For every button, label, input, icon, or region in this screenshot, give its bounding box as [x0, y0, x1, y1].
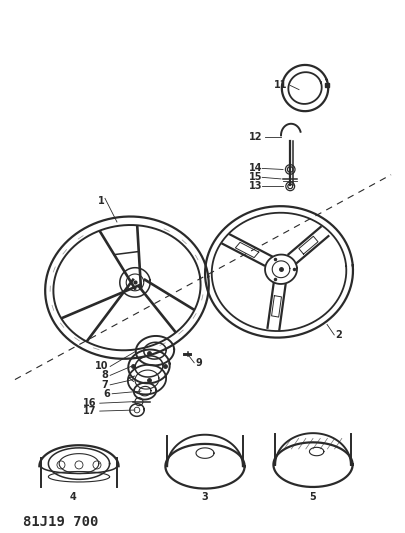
Text: 7: 7: [101, 380, 108, 390]
Text: 13: 13: [248, 181, 262, 191]
Text: 2: 2: [335, 330, 341, 340]
Text: 15: 15: [248, 172, 262, 182]
Text: 14: 14: [248, 164, 262, 173]
Text: 4: 4: [69, 492, 76, 502]
Text: 12: 12: [248, 132, 262, 142]
Text: 17: 17: [83, 406, 97, 416]
Text: 1: 1: [97, 196, 104, 206]
Text: 11: 11: [274, 80, 287, 91]
Text: 81J19 700: 81J19 700: [23, 515, 98, 529]
Text: 16: 16: [83, 398, 97, 408]
Text: 10: 10: [95, 361, 108, 372]
Text: 8: 8: [101, 370, 108, 381]
Text: 5: 5: [309, 492, 315, 502]
Text: 3: 3: [201, 492, 208, 502]
Text: 9: 9: [195, 358, 202, 368]
Text: 6: 6: [103, 389, 110, 399]
